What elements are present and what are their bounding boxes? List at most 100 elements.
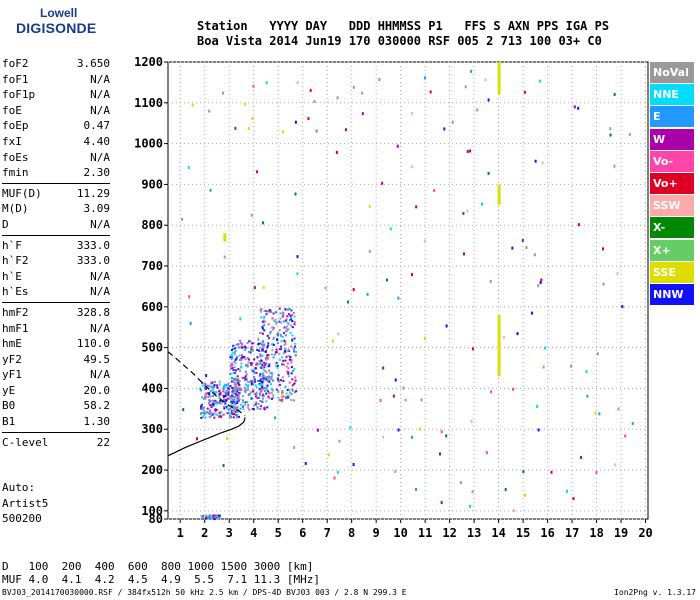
echo-point <box>265 400 268 403</box>
header-label-yyyy: YYYY <box>269 19 299 33</box>
echo-point <box>244 390 247 393</box>
echo-point <box>213 384 216 387</box>
echo-point <box>565 489 568 493</box>
echo-point <box>476 108 479 112</box>
echo-point <box>262 368 265 371</box>
echo-point <box>229 407 232 410</box>
echo-point <box>277 390 280 393</box>
echo-point <box>235 344 238 347</box>
echo-point <box>231 413 234 416</box>
echo-point <box>290 393 293 396</box>
echo-point <box>282 359 285 362</box>
echo-point <box>274 351 277 354</box>
echo-point <box>205 387 208 390</box>
x-tick-label: 18 <box>589 526 603 540</box>
echo-point <box>215 400 218 403</box>
echo-point <box>265 378 268 381</box>
echo-point <box>411 165 414 169</box>
param-row: fxI 4.40 <box>2 134 110 150</box>
echo-point <box>262 372 265 375</box>
echo-point <box>267 395 270 398</box>
param-row: h`E N/A <box>2 269 110 285</box>
echo-point <box>236 390 239 393</box>
echo-point <box>234 403 237 406</box>
echo-point <box>275 321 278 324</box>
echo-point <box>411 112 414 116</box>
echo-point <box>261 388 264 391</box>
echo-point <box>487 98 490 102</box>
param-name: foEp <box>2 119 29 133</box>
muf-unit: [MHz] <box>286 573 320 586</box>
echo-point <box>335 151 338 155</box>
echo-point <box>202 408 205 411</box>
echo-point <box>207 402 210 405</box>
param-row: foF2 3.650 <box>2 56 110 72</box>
echo-point <box>230 358 233 361</box>
echo-point <box>240 362 243 365</box>
param-row: h`F 333.0 <box>2 238 110 254</box>
station-header: Station YYYY DAY DDD HHMMSS P1 FFS S AXN… <box>197 19 609 49</box>
echo-point <box>259 342 262 345</box>
echo-point <box>265 313 268 316</box>
echo-point <box>382 435 385 439</box>
echo-point <box>530 311 533 315</box>
echo-point <box>266 406 269 409</box>
echo-point <box>237 346 240 349</box>
echo-point <box>268 397 271 400</box>
param-row: B1 1.30 <box>2 414 110 430</box>
echo-point <box>522 470 525 474</box>
echo-point <box>236 406 239 409</box>
echo-point <box>275 351 278 354</box>
echo-point <box>287 396 290 399</box>
echo-point <box>251 342 254 345</box>
distance-value: 800 <box>161 560 181 573</box>
echo-point <box>281 356 284 359</box>
echo-point <box>463 252 466 256</box>
param-name: hmE <box>2 337 22 351</box>
echo-point <box>220 415 223 418</box>
echo-point <box>261 348 264 351</box>
echo-point <box>234 406 237 409</box>
echo-point <box>256 356 259 359</box>
echo-point <box>272 356 275 359</box>
echo-point <box>231 410 234 413</box>
echo-point <box>286 321 289 324</box>
echo-point <box>277 374 280 377</box>
echo-point <box>440 501 443 505</box>
echo-point <box>258 360 261 363</box>
echo-point <box>336 96 339 100</box>
echo-point <box>287 308 290 311</box>
echo-point <box>223 391 226 394</box>
param-value: 328.8 <box>76 305 110 319</box>
echo-point <box>230 377 233 380</box>
autoscaler-version: 500200 <box>2 512 42 525</box>
echo-point <box>255 393 258 396</box>
param-name: yF2 <box>2 352 22 366</box>
echo-point <box>291 326 294 329</box>
echo-point <box>304 461 307 465</box>
echo-point <box>211 381 214 384</box>
echo-point <box>290 324 293 327</box>
echo-point <box>443 127 446 131</box>
param-row: D N/A <box>2 217 110 233</box>
echo-point <box>379 398 382 402</box>
echo-point <box>266 354 269 357</box>
param-row: yF2 49.5 <box>2 352 110 368</box>
echo-point <box>206 407 209 410</box>
echo-point <box>270 343 273 346</box>
echo-point <box>247 406 250 409</box>
echo-point <box>200 403 203 406</box>
muf-value: 4.9 <box>161 573 181 586</box>
param-name: h`Es <box>2 285 29 299</box>
echo-point <box>234 410 237 413</box>
distance-value: 400 <box>94 560 115 573</box>
echo-point <box>258 388 261 391</box>
echo-point <box>250 362 253 365</box>
x-tick-label: 15 <box>516 526 530 540</box>
echo-point <box>188 295 191 299</box>
echo-point <box>245 378 248 381</box>
echo-point <box>279 312 282 315</box>
echo-point <box>233 383 236 386</box>
echo-point <box>327 453 330 457</box>
echo-point <box>286 315 289 318</box>
